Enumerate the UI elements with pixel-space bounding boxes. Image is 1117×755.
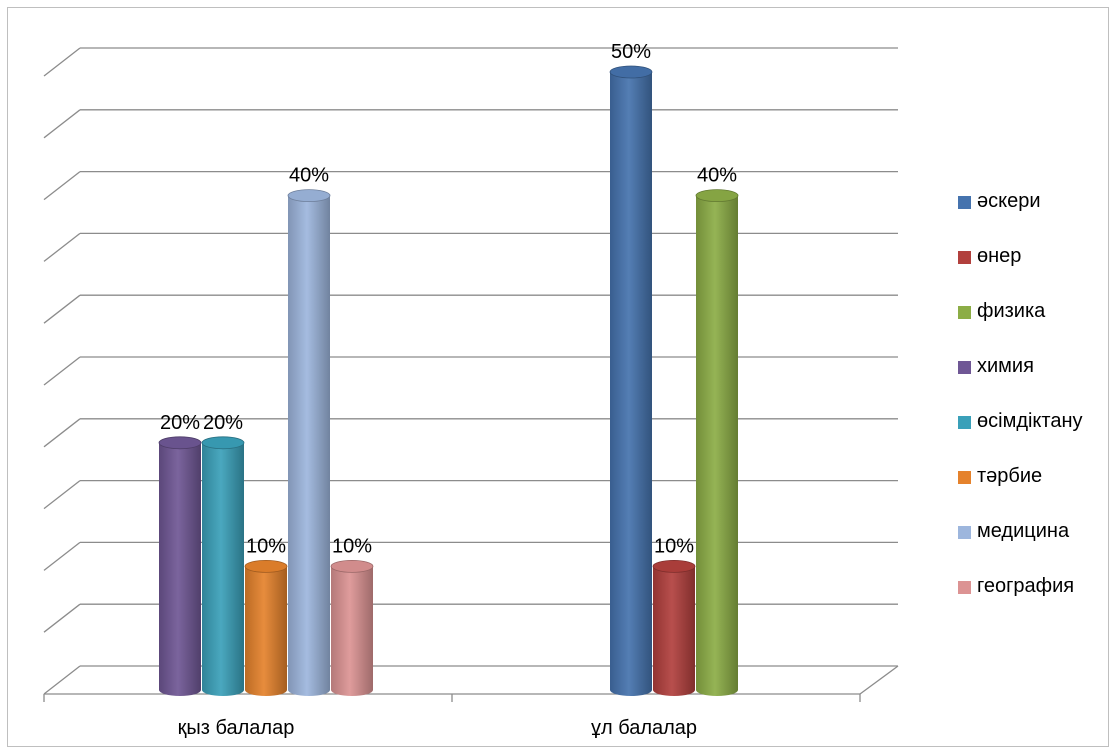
side-gridline — [43, 418, 81, 448]
side-gridline — [43, 356, 81, 386]
side-gridline — [43, 480, 81, 510]
side-gridline — [43, 541, 81, 571]
bar-body — [245, 566, 287, 696]
legend-swatch — [958, 416, 971, 429]
legend-item: география — [948, 565, 1117, 620]
gridlines — [43, 47, 898, 695]
legend-item: әскери — [948, 180, 1117, 235]
bar-cap — [609, 65, 653, 79]
chart-area: қыз балалар ұл балалар 20% 20% 10% 40% 10% 50% 1… — [7, 7, 1109, 747]
bar — [652, 560, 696, 696]
data-label: 10% — [654, 535, 694, 557]
legend-item: өсімдіктану — [948, 400, 1117, 455]
bar-cap — [695, 189, 739, 203]
legend-item: өнер — [948, 235, 1117, 290]
bar — [201, 436, 245, 696]
bar-body — [331, 566, 373, 696]
legend-swatch — [958, 471, 971, 484]
bar-body — [202, 442, 244, 696]
legend-swatch — [958, 526, 971, 539]
bar — [158, 436, 202, 696]
data-label: 10% — [246, 535, 286, 557]
side-gridline — [43, 109, 81, 139]
bar — [695, 189, 739, 696]
legend-label: өнер — [977, 245, 1022, 267]
bar — [609, 65, 653, 696]
floor-edge — [859, 665, 899, 695]
data-label: 50% — [611, 41, 651, 63]
bar-body — [653, 566, 695, 696]
legend-swatch — [958, 251, 971, 264]
bar — [330, 560, 374, 696]
data-label: 40% — [289, 165, 329, 187]
legend-item: медицина — [948, 510, 1117, 565]
bar-cap — [244, 560, 288, 573]
bar-body — [696, 195, 738, 696]
legend-item: физика — [948, 290, 1117, 345]
legend-item: тәрбие — [948, 455, 1117, 510]
side-gridline — [43, 665, 81, 695]
legend-swatch — [958, 581, 971, 594]
bar-chart: қыз балалар ұл балалар 20% 20% 10% 40% 10% 50% 1… — [43, 41, 899, 739]
bar-cap — [287, 189, 331, 203]
legend-label: химия — [977, 355, 1034, 377]
side-gridline — [43, 603, 81, 633]
bar-body — [159, 442, 201, 696]
legend-label: тәрбие — [977, 465, 1043, 487]
legend-swatch — [958, 361, 971, 374]
legend-label: география — [977, 575, 1075, 597]
side-gridline — [43, 47, 81, 77]
category-label: қыз балалар — [178, 717, 295, 739]
data-label: 40% — [697, 165, 737, 187]
data-label: 20% — [203, 412, 243, 434]
data-label: 20% — [160, 412, 200, 434]
legend-swatch — [958, 306, 971, 319]
bar-cap — [330, 560, 374, 573]
legend-label: әскери — [977, 190, 1041, 212]
legend-label: медицина — [977, 520, 1070, 542]
legend-item: химия — [948, 345, 1117, 400]
legend-swatch — [958, 196, 971, 209]
bar-cap — [652, 560, 696, 573]
data-label: 10% — [332, 535, 372, 557]
bar-body — [288, 195, 330, 696]
side-gridline — [43, 294, 81, 324]
bar-cap — [158, 436, 202, 450]
legend-label: физика — [977, 300, 1046, 322]
legend: әскери өнер физика химия өсімдіктану тәрбие ме… — [948, 180, 1117, 620]
side-gridline — [43, 171, 81, 201]
category-label: ұл балалар — [591, 717, 697, 739]
bar — [287, 189, 331, 696]
side-gridline — [43, 232, 81, 262]
bar-body — [610, 72, 652, 696]
bar — [244, 560, 288, 696]
bar-cap — [201, 436, 245, 450]
legend-label: өсімдіктану — [977, 410, 1083, 432]
